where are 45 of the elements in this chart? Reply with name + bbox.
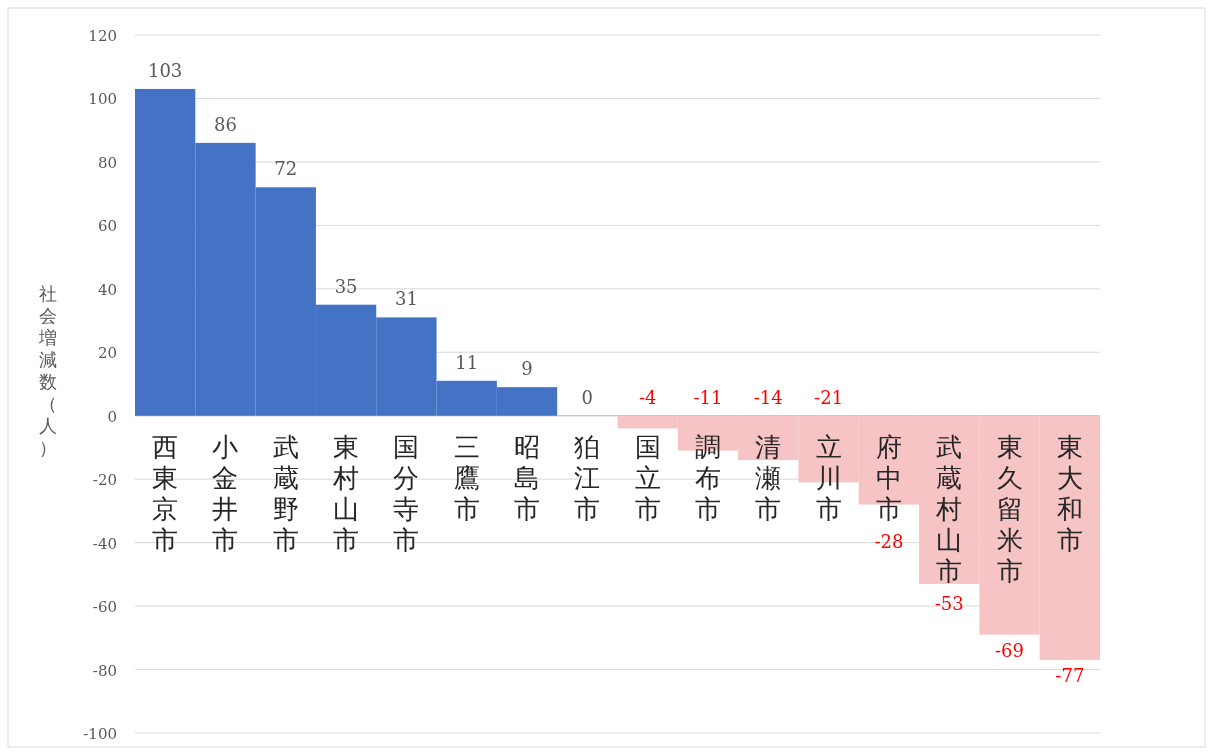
data-label: -28 — [874, 530, 904, 552]
x-tick-label: 府中市 — [875, 431, 902, 524]
data-label: -14 — [753, 386, 783, 408]
x-tick-label: 国立市 — [634, 431, 661, 524]
x-tick-label: 武蔵野市 — [272, 431, 299, 555]
data-label: -77 — [1055, 665, 1085, 687]
y-tick-label: 40 — [97, 280, 117, 299]
x-tick-label: 東久留米市 — [996, 431, 1023, 586]
x-tick-label: 立川市 — [815, 431, 842, 524]
data-label: 31 — [394, 288, 418, 310]
y-tick-label: 100 — [88, 90, 117, 109]
data-label: 35 — [334, 275, 358, 297]
data-label: 72 — [274, 158, 298, 180]
data-label: 103 — [147, 59, 183, 81]
y-tick-label: 20 — [97, 344, 117, 363]
x-tick-label: 三鷹市 — [453, 431, 480, 524]
y-axis-title: 社会増減数（人） — [38, 284, 57, 458]
data-label: 86 — [214, 113, 237, 135]
data-label: 0 — [581, 386, 594, 408]
y-tick-label: 80 — [97, 153, 117, 172]
y-tick-label: 0 — [107, 407, 117, 426]
y-tick-label: -60 — [92, 598, 117, 617]
data-label: 9 — [521, 358, 533, 380]
y-tick-label: -80 — [92, 661, 117, 680]
x-tick-label: 調布市 — [694, 431, 721, 524]
x-tick-label: 小金井市 — [212, 431, 239, 555]
x-tick-label: 東村山市 — [332, 431, 360, 555]
x-tick-label: 武蔵村山市 — [935, 431, 963, 586]
data-label: -69 — [995, 639, 1025, 661]
data-label: -4 — [638, 386, 657, 408]
x-tick-label: 清瀬市 — [755, 431, 782, 524]
data-label: -11 — [693, 386, 723, 408]
data-label: -21 — [814, 386, 844, 408]
x-tick-label: 狛江市 — [574, 431, 601, 524]
y-tick-label: -20 — [92, 471, 117, 490]
x-tick-label: 西東京市 — [152, 431, 179, 555]
y-tick-label: 60 — [97, 217, 117, 236]
data-label: 11 — [455, 351, 479, 373]
y-tick-label: 120 — [88, 27, 117, 45]
data-label: -53 — [934, 592, 964, 614]
x-tick-label: 東大和市 — [1056, 431, 1083, 555]
y-tick-label: -100 — [83, 725, 117, 743]
x-tick-label: 国分寺市 — [393, 431, 420, 555]
x-tick-label: 昭島市 — [514, 431, 541, 524]
y-tick-label: -40 — [92, 534, 117, 553]
